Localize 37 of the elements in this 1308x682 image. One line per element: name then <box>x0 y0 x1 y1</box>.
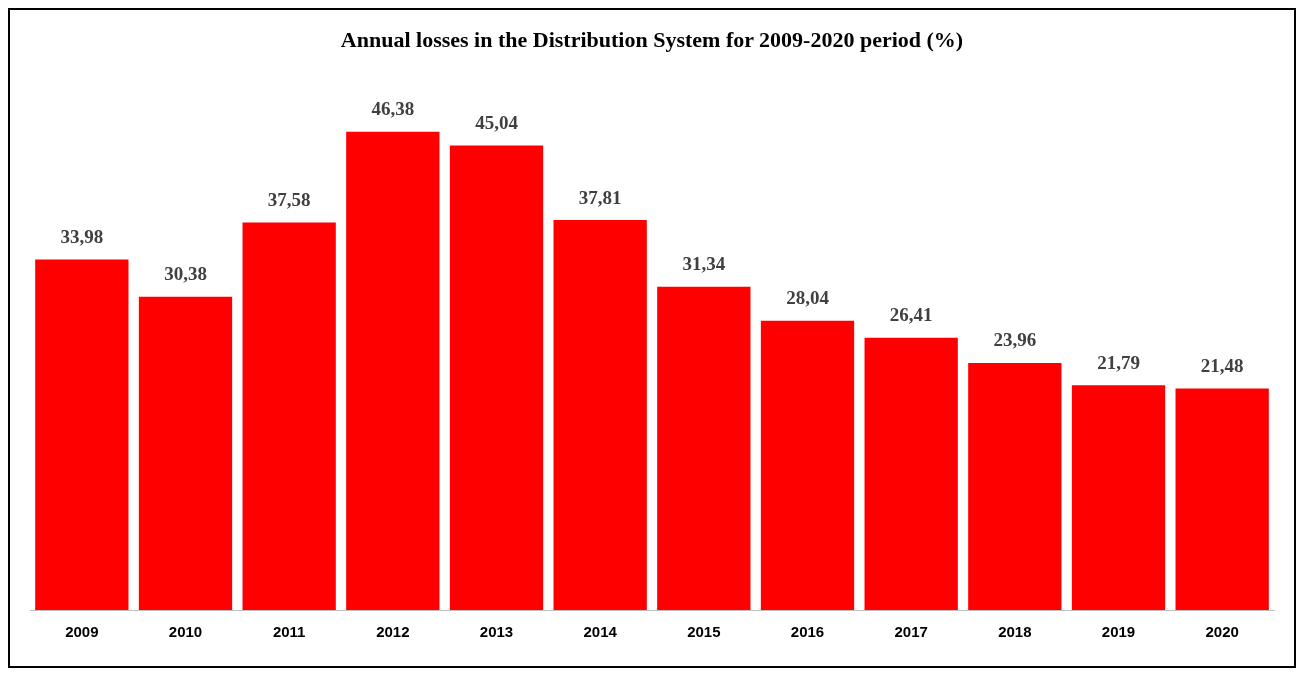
bar <box>138 296 233 610</box>
x-tick-label: 2009 <box>65 623 99 641</box>
bar <box>657 286 751 610</box>
x-tick-label: 2010 <box>168 623 203 641</box>
bar <box>1175 388 1269 610</box>
x-tick-label: 2011 <box>272 623 306 641</box>
data-label: 21,48 <box>1200 354 1244 376</box>
x-tick-label: 2014 <box>583 623 618 641</box>
data-label: 23,96 <box>993 329 1037 351</box>
x-tick-label: 2019 <box>1101 623 1136 641</box>
bar <box>346 131 440 610</box>
x-tick-label: 2016 <box>790 623 825 641</box>
bar <box>553 220 647 610</box>
data-label: 30,38 <box>164 263 207 285</box>
data-label: 33,98 <box>60 226 104 247</box>
chart-title: Annual losses in the Distribution System for 2009-2020 period (%) <box>340 26 964 52</box>
bar <box>449 145 544 610</box>
bar <box>1071 385 1166 610</box>
data-label: 37,81 <box>578 186 622 208</box>
data-label: 37,58 <box>267 188 311 210</box>
data-label: 46,38 <box>371 98 415 120</box>
data-label: 45,04 <box>475 111 519 133</box>
x-tick-label: 2017 <box>894 623 928 641</box>
x-tick-label: 2020 <box>1205 623 1239 641</box>
data-label: 26,41 <box>889 304 933 326</box>
bar <box>968 362 1062 610</box>
x-tick-label: 2013 <box>479 623 514 641</box>
x-tick-label: 2018 <box>998 623 1032 641</box>
data-label: 31,34 <box>682 253 726 275</box>
bar <box>864 337 958 610</box>
bar <box>242 222 336 610</box>
x-tick-label: 2012 <box>376 623 410 641</box>
data-label: 28,04 <box>786 287 830 309</box>
data-label: 21,79 <box>1097 351 1140 373</box>
x-tick-label: 2015 <box>687 623 721 641</box>
bar <box>35 259 129 610</box>
bar <box>760 320 855 610</box>
